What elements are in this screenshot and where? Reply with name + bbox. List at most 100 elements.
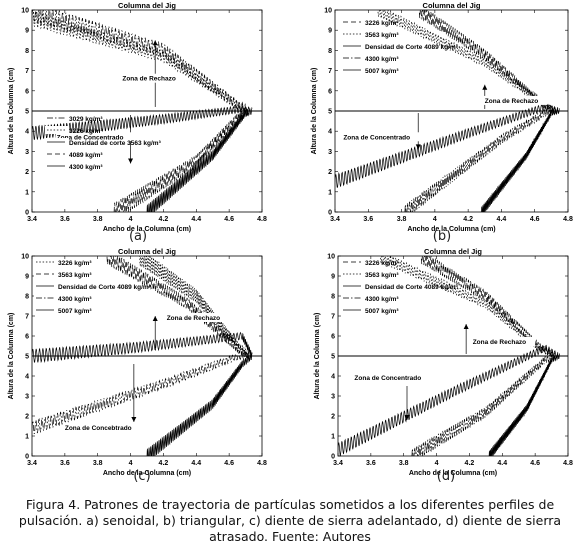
x-tick-label: 4.2	[465, 460, 475, 467]
annotation-label-bg	[342, 132, 423, 142]
annotation-arrowhead	[152, 40, 158, 46]
x-tick-label: 4.4	[191, 216, 201, 223]
x-tick-label: 4.4	[497, 460, 507, 467]
annotation-label-bg	[55, 132, 136, 142]
y-tick-label: 9	[328, 28, 332, 35]
y-tick-label: 5	[25, 354, 29, 361]
legend-label: 4300 kg/m³	[58, 296, 92, 303]
y-tick-label: 0	[25, 454, 29, 461]
series-group	[338, 256, 561, 456]
y-tick-label: 1	[25, 189, 29, 196]
series-line	[379, 256, 556, 359]
legend-label: 5007 kg/m³	[365, 68, 399, 75]
y-tick-label: 3	[25, 394, 29, 401]
x-tick-label: 3.4	[330, 216, 340, 223]
legend-label: 4300 kg/m³	[365, 296, 399, 303]
y-tick-label: 7	[25, 68, 29, 75]
annotation-label: Zona de Rechazo	[122, 76, 175, 83]
panel-label-d: (d)	[436, 469, 456, 484]
x-tick-label: 3.8	[397, 216, 407, 223]
annotation-arrowhead	[482, 84, 488, 90]
y-tick-label: 10	[324, 8, 332, 15]
series-line	[146, 106, 253, 212]
y-tick-label: 1	[328, 189, 332, 196]
y-tick-label: 2	[25, 169, 29, 176]
annotation-label: Zona de Concentrado	[57, 134, 124, 141]
series-line	[113, 106, 250, 212]
legend-swatch-bg	[341, 294, 365, 302]
annotation-arrowhead	[131, 417, 137, 422]
y-tick-label: 4	[25, 374, 29, 381]
panel-label-c: (c)	[133, 469, 151, 484]
chart-title: Columna del Jig	[118, 1, 176, 10]
legend-label: 3563 kg/m³	[365, 272, 399, 279]
chart-panel-d: Columna del Jig 3.4 3.6 3.8 4 4.2 4.4 4.6 4.8 0 1 2…	[314, 247, 573, 477]
series-line	[488, 353, 561, 456]
legend-label: 3226 kg/m³	[69, 128, 103, 135]
x-tick-label: 3.8	[399, 460, 409, 467]
chart-panel-a: Columna del Jig 3.4 3.6 3.8 4 4.2 4.4 4.6 4.8 0 1 2…	[8, 1, 267, 233]
series-line	[32, 10, 246, 113]
annotation-arrowhead	[404, 415, 410, 420]
y-tick-label: 0	[25, 210, 29, 217]
x-tick-label: 4.2	[159, 216, 169, 223]
x-tick-label: 4.8	[563, 216, 573, 223]
y-tick-label: 8	[25, 48, 29, 55]
annotation-label-bg	[63, 423, 144, 432]
annotation-label: Zona de Rechazo	[167, 315, 220, 322]
x-tick-label: 4.8	[257, 460, 267, 467]
annotation-label: Zona de Concebtrado	[65, 425, 132, 432]
annotation-arrowhead	[152, 316, 158, 321]
x-tick-label: 3.4	[27, 216, 37, 223]
y-tick-label: 10	[21, 8, 29, 15]
annotation-label-bg	[471, 337, 536, 346]
y-tick-label: 9	[331, 274, 335, 281]
y-tick-label: 2	[331, 414, 335, 421]
annotation-arrowhead	[415, 144, 421, 150]
y-tick-label: 1	[331, 434, 335, 441]
y-tick-label: 10	[21, 254, 29, 261]
y-tick-label: 9	[25, 274, 29, 281]
annotation-label: Zona de Concentrado	[343, 134, 410, 141]
y-tick-label: 7	[25, 314, 29, 321]
legend-label: 3226 kg/m³	[58, 260, 92, 267]
series-group	[32, 256, 253, 456]
series-line	[32, 351, 250, 435]
y-tick-label: 4	[331, 374, 335, 381]
x-tick-label: 3.6	[60, 460, 70, 467]
y-tick-label: 10	[327, 254, 335, 261]
x-axis-label: Ancho de la Columna (cm)	[103, 226, 191, 233]
y-tick-label: 8	[25, 294, 29, 301]
legend-swatch-bg	[341, 54, 365, 62]
legend-label: 3563 kg/m³	[58, 272, 92, 279]
legend-label: 4089 kg/m³	[69, 152, 103, 159]
series-line	[481, 108, 560, 212]
series-line	[420, 256, 556, 360]
y-tick-label: 6	[331, 334, 335, 341]
x-tick-label: 4.6	[530, 460, 540, 467]
x-tick-label: 3.4	[333, 460, 343, 467]
annotation-label-bg	[353, 373, 434, 382]
y-tick-label: 1	[25, 434, 29, 441]
y-axis-label: Altura de la Columna (cm)	[311, 68, 318, 155]
y-axis-label: Altura de la Columna (cm)	[314, 313, 321, 400]
x-tick-label: 3.4	[27, 460, 37, 467]
x-tick-label: 4	[129, 460, 133, 467]
annotation-label: Zona de Concentrado	[354, 375, 421, 382]
y-tick-label: 4	[25, 129, 29, 136]
legend-label: 3226 kg/m³	[365, 20, 399, 27]
legend-label: Densidad de Corte 4089 kg/m³	[58, 284, 152, 291]
y-tick-label: 3	[328, 149, 332, 156]
annotation-label: Zona de Rechazo	[473, 339, 526, 346]
panel-label-a: (a)	[128, 229, 148, 244]
chart-panel-c: Columna del Jig 3.4 3.6 3.8 4 4.2 4.4 4.6 4.8 0 1 2…	[8, 247, 267, 477]
y-axis-label: Altura de la Columna (cm)	[8, 68, 15, 155]
annotation-label: Zona de Rechazo	[485, 98, 538, 105]
series-line	[138, 256, 250, 361]
series-line	[32, 10, 246, 114]
y-tick-label: 9	[25, 28, 29, 35]
y-tick-label: 5	[328, 109, 332, 116]
annotation-arrowhead	[463, 324, 469, 329]
